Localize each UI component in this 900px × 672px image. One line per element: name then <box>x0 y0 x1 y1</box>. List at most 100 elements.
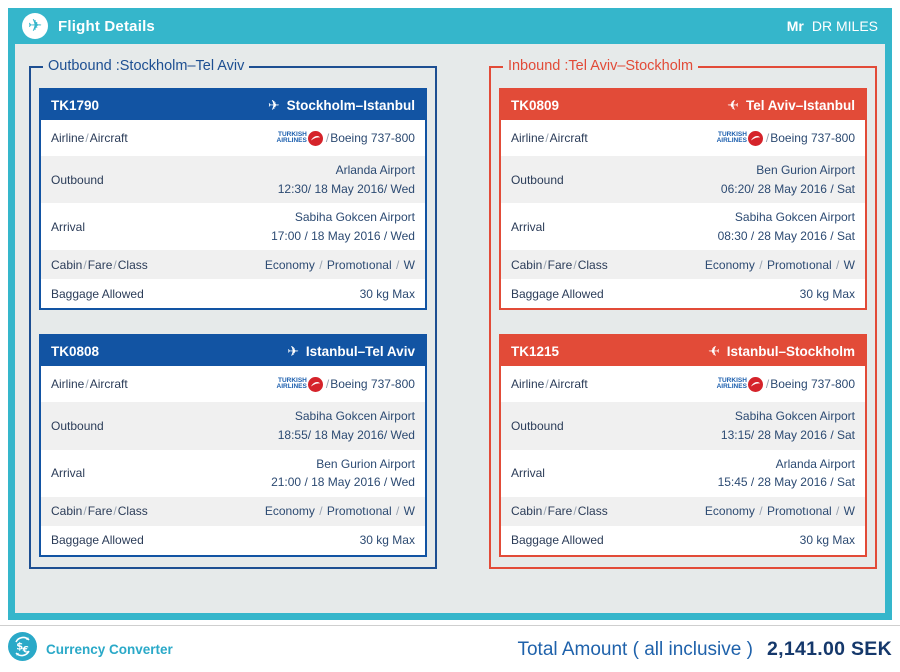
departure-airport: Arlanda Airport <box>335 163 415 177</box>
arrival-time: 08:30 / 28 May 2016 / Sat <box>717 228 855 243</box>
outbound-section: Outbound :Stockholm–Tel Aviv TK1790 ✈ Sto… <box>29 58 437 569</box>
arrival-row: Arrival Ben Gurion Airport 21:00 / 18 May… <box>41 450 425 497</box>
cabin-fare-class-value: Economy / Promotıonal / W <box>264 504 415 519</box>
svg-text:€: € <box>22 646 29 656</box>
flight-card-tk0809: TK0809 ✈ Tel Aviv–Istanbul Airline/Aircra… <box>498 88 867 311</box>
departure-plane-icon: ✈ <box>287 342 299 359</box>
flight-details-content: Outbound :Stockholm–Tel Aviv TK1790 ✈ Sto… <box>15 44 885 613</box>
cabin-fare-class-row: Cabin/Fare/Class Economy / Promotıonal /… <box>500 250 865 280</box>
arrival-value: Sabiha Gokcen Airport 08:30 / 28 May 2016… <box>718 203 855 250</box>
baggage-row: Baggage Allowed 30 kg Max <box>510 286 855 301</box>
total-amount-label: Total Amount ( all inclusive ) <box>517 638 753 660</box>
return-plane-icon: ✈ <box>707 342 720 359</box>
baggage-value: 30 kg Max <box>799 533 855 548</box>
inbound-section: Inbound :Tel Aviv–Stockholm TK0809 ✈ Tel … <box>488 58 877 569</box>
flight-number: TK0809 <box>510 97 559 113</box>
svg-text:$: $ <box>16 642 23 653</box>
airline-aircraft-row: Airline/Aircraft TURKISH AIRLINES / Boeing… <box>501 120 865 156</box>
arrival-time: 17:00 / 18 May 2016 / Wed <box>271 228 415 243</box>
turkish-airlines-logo: TURKISH AIRLINES <box>717 376 763 392</box>
flight-card-tk1790: TK1790 ✈ Stockholm–Istanbul Airline/Aircr… <box>39 88 427 311</box>
departure-plane-icon: ✈ <box>267 96 280 113</box>
cabin-fare-class-label: Cabin/Fare/Class <box>510 257 608 272</box>
passenger-fullname: DR MILES <box>811 18 878 34</box>
arrival-row: Arrival Sabiha Gokcen Airport 08:30 / 28 … <box>501 203 865 250</box>
outbound-row: Outbound Arlanda Airport 12:30/ 18 May 20… <box>41 156 425 204</box>
flight-card-header: TK0808 ✈ Istanbul–Tel Aviv <box>41 336 425 367</box>
departure-time: 18:55/ 18 May 2016/ Wed <box>277 427 415 442</box>
turkish-airlines-logo: TURKISH AIRLINES <box>277 130 323 146</box>
baggage-row: Baggage Allowed 30 kg Max <box>51 533 415 548</box>
flight-card-header: TK1215 ✈ Istanbul–Stockholm <box>500 336 865 367</box>
departure-time: 06:20/ 28 May 2016 / Sat <box>720 181 855 196</box>
outbound-row: Outbound Sabiha Gokcen Airport 13:15/ 28 … <box>500 402 865 450</box>
departure-airport: Sabiha Gokcen Airport <box>734 409 855 424</box>
baggage-row: Baggage Allowed 30 kg Max <box>510 533 855 548</box>
airline-aircraft-value: TURKISH AIRLINES / Boeing 737-800 <box>716 376 855 392</box>
outbound-value: Arlanda Airport 12:30/ 18 May 2016/ Wed <box>278 156 415 203</box>
airline-aircraft-value: TURKISH AIRLINES / Boeing 737-800 <box>276 376 415 392</box>
flight-card-tk0808: TK0808 ✈ Istanbul–Tel Aviv Airline/Aircra… <box>39 334 427 557</box>
baggage-row: Baggage Allowed 30 kg Max <box>51 286 415 301</box>
turkish-airlines-emblem-icon <box>307 130 323 146</box>
flight-route: ✈ Istanbul–Tel Aviv <box>287 342 415 359</box>
airline-aircraft-label: Airline/Aircraft <box>510 131 588 145</box>
cabin-fare-class-label: Cabin/Fare/Class <box>51 257 148 272</box>
departure-airport: Sabiha Gokcen Airport <box>294 409 415 424</box>
flight-route: ✈ Tel Aviv–Istanbul <box>727 96 855 113</box>
currency-converter-button[interactable]: $ € Currency Converter <box>8 632 173 666</box>
panel-header: ✈ Flight Details Mr DR MILES <box>8 8 892 44</box>
airline-aircraft-label: Airline/Aircraft <box>510 377 588 392</box>
airline-aircraft-row: Airline/Aircraft TURKISH AIRLINES / Boeing… <box>41 120 425 156</box>
arrival-value: Arlanda Airport 15:45 / 28 May 2016 / Sat <box>718 450 855 497</box>
return-plane-icon: ✈ <box>727 96 739 113</box>
airline-aircraft-value: TURKISH AIRLINES / Boeing 737-800 <box>276 130 415 146</box>
footer-bar: $ € Currency Converter Total Amount ( all… <box>0 625 900 672</box>
flight-card-header: TK0809 ✈ Tel Aviv–Istanbul <box>500 90 865 120</box>
departure-time: 12:30/ 18 May 2016/ Wed <box>277 181 415 196</box>
arrival-airport: Sabiha Gokcen Airport <box>294 210 415 225</box>
passenger-title: Mr <box>786 18 804 34</box>
cabin-fare-class-value: Economy / Promotıonal / W <box>264 257 415 272</box>
turkish-airlines-logo: TURKISH AIRLINES <box>717 130 763 146</box>
baggage-value: 30 kg Max <box>799 286 855 301</box>
outbound-value: Sabiha Gokcen Airport 18:55/ 18 May 2016/… <box>278 402 415 449</box>
outbound-section-legend: Outbound :Stockholm–Tel Aviv <box>43 58 250 74</box>
arrival-time: 15:45 / 28 May 2016 / Sat <box>717 475 855 490</box>
flight-card-header: TK1790 ✈ Stockholm–Istanbul <box>41 90 425 120</box>
baggage-value: 30 kg Max <box>359 533 415 548</box>
flight-card-tk1215: TK1215 ✈ Istanbul–Stockholm Airline/Aircr… <box>498 334 867 557</box>
arrival-value: Sabiha Gokcen Airport 17:00 / 18 May 2016… <box>271 203 415 250</box>
arrival-airport: Ben Gurion Airport <box>316 456 415 471</box>
cabin-fare-class-row: Cabin/Fare/Class Economy / Promotıonal /… <box>500 496 865 526</box>
arrival-row: Arrival Arlanda Airport 15:45 / 28 May 20… <box>501 450 865 497</box>
total-amount-value: 2,141.00 SEK <box>766 637 892 660</box>
cabin-fare-class-value: Economy / Promotıonal / W <box>704 504 855 519</box>
flight-number: TK1790 <box>51 97 100 113</box>
flight-route: ✈ Istanbul–Stockholm <box>707 342 855 359</box>
airline-aircraft-label: Airline/Aircraft <box>51 377 128 392</box>
flight-details-plane-icon: ✈ <box>22 13 48 39</box>
departure-time: 13:15/ 28 May 2016 / Sat <box>720 427 855 442</box>
arrival-time: 21:00 / 18 May 2016 / Wed <box>271 475 415 490</box>
passenger-name: Mr DR MILES <box>787 18 882 34</box>
airline-aircraft-row: Airline/Aircraft TURKISH AIRLINES / Boeing… <box>501 366 865 402</box>
turkish-airlines-emblem-icon <box>747 130 763 146</box>
arrival-row: Arrival Sabiha Gokcen Airport 17:00 / 18 … <box>41 203 425 250</box>
currency-converter-icon: $ € <box>8 632 37 666</box>
airline-aircraft-row: Airline/Aircraft TURKISH AIRLINES / Boeing… <box>41 366 425 402</box>
outbound-row: Outbound Ben Gurion Airport 06:20/ 28 May… <box>500 156 865 204</box>
turkish-airlines-emblem-icon <box>307 376 323 392</box>
airline-aircraft-label: Airline/Aircraft <box>51 131 128 145</box>
total-amount-block: Total Amount ( all inclusive ) 2,141.00 … <box>517 638 892 661</box>
currency-converter-label: Currency Converter <box>46 641 173 657</box>
arrival-value: Ben Gurion Airport 21:00 / 18 May 2016 / … <box>271 450 415 497</box>
turkish-airlines-logo: TURKISH AIRLINES <box>277 376 323 392</box>
inbound-section-legend: Inbound :Tel Aviv–Stockholm <box>502 58 699 74</box>
flight-number: TK0808 <box>51 343 100 359</box>
cabin-fare-class-label: Cabin/Fare/Class <box>510 504 608 519</box>
baggage-value: 30 kg Max <box>359 286 415 301</box>
cabin-fare-class-value: Economy / Promotıonal / W <box>704 257 855 272</box>
outbound-value: Sabiha Gokcen Airport 13:15/ 28 May 2016 … <box>721 402 855 449</box>
flight-details-panel: ✈ Flight Details Mr DR MILES Outbound :St… <box>8 8 892 620</box>
